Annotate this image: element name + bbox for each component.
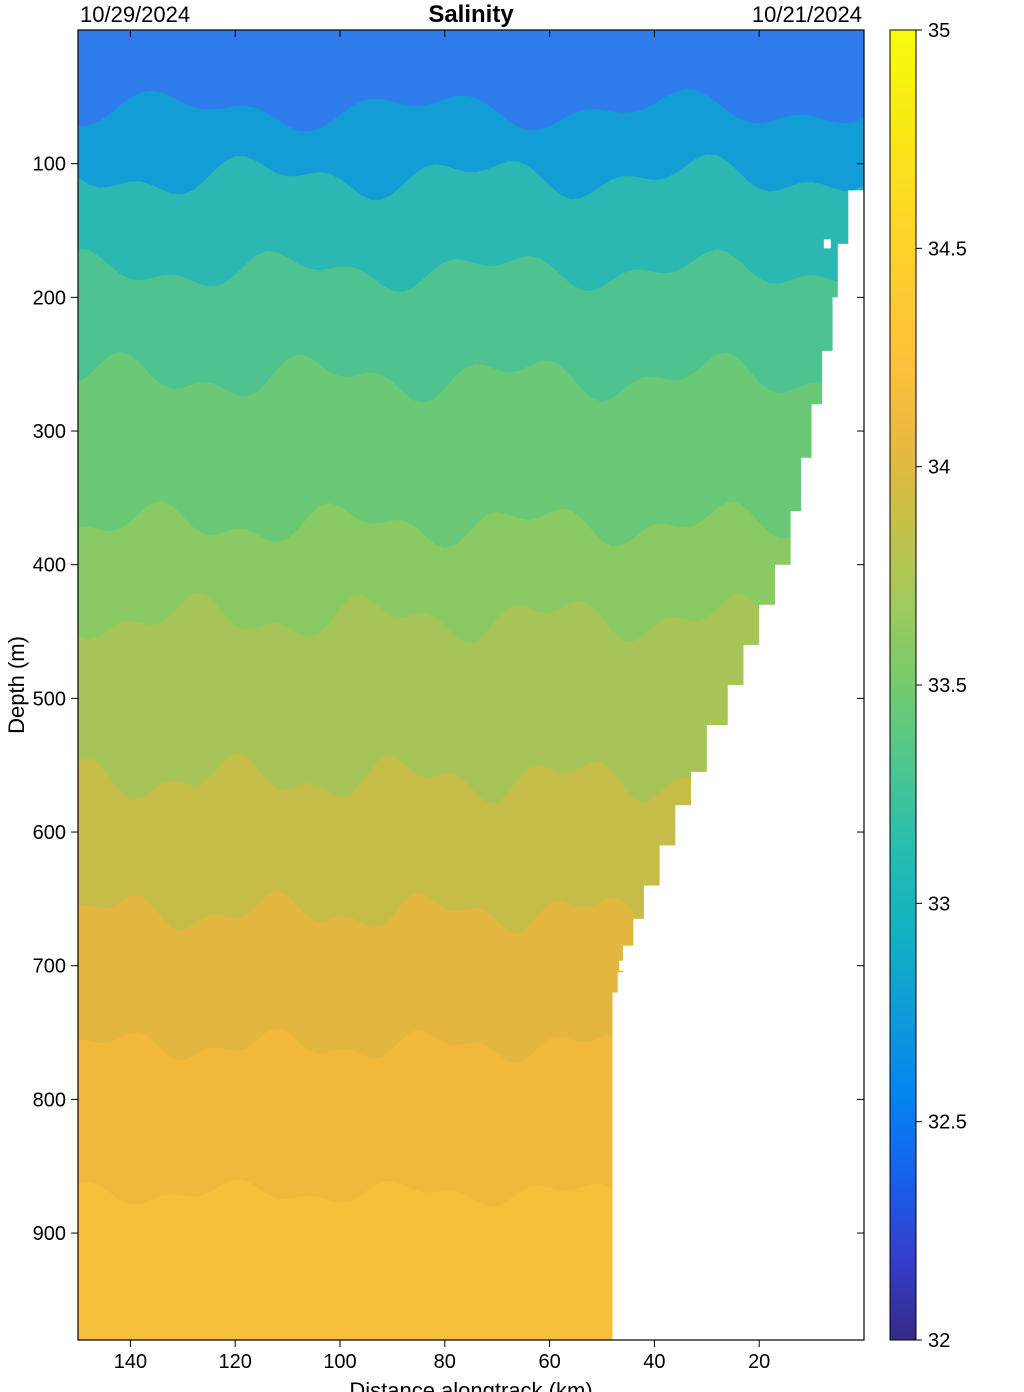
chart-title: Salinity	[428, 1, 514, 28]
colorbar-tick-label: 32	[928, 1330, 950, 1352]
date-right: 10/21/2024	[752, 2, 862, 27]
chart-stage: 140 120 100 80 60 40 20 100 200 300 400 500 600 700 80…	[0, 0, 1024, 1392]
y-tick-label: 100	[33, 154, 66, 176]
chart-svg: 140 120 100 80 60 40 20 100 200 300 400 500 600 700 80…	[0, 0, 1024, 1392]
y-tick-label: 900	[33, 1223, 66, 1245]
x-tick-label: 20	[748, 1351, 770, 1373]
colorbar-tick-label: 32.5	[928, 1112, 967, 1134]
y-tick-label: 500	[33, 688, 66, 710]
y-tick-label: 300	[33, 421, 66, 443]
x-tick-label: 60	[538, 1351, 560, 1373]
colorbar-tick-label: 33	[928, 893, 950, 915]
x-tick-label: 80	[434, 1351, 456, 1373]
y-tick-label: 800	[33, 1089, 66, 1111]
y-tick-label: 700	[33, 956, 66, 978]
x-tick-label: 40	[643, 1351, 665, 1373]
colorbar-tick-label: 33.5	[928, 675, 967, 697]
colorbar-tick-label: 35	[928, 20, 950, 42]
x-tick-label: 140	[114, 1351, 147, 1373]
colorbar	[890, 30, 916, 1340]
y-axis-label: Depth (m)	[4, 636, 29, 734]
x-axis-label: Distance alongtrack (km)	[349, 1378, 592, 1392]
x-tick-label: 100	[323, 1351, 356, 1373]
colorbar-tick-label: 34.5	[928, 238, 967, 260]
y-tick-label: 600	[33, 822, 66, 844]
y-tick-label: 400	[33, 555, 66, 577]
colorbar-tick-label: 34	[928, 457, 950, 479]
x-tick-label: 120	[219, 1351, 252, 1373]
y-tick-label: 200	[33, 287, 66, 309]
date-left: 10/29/2024	[80, 2, 190, 27]
